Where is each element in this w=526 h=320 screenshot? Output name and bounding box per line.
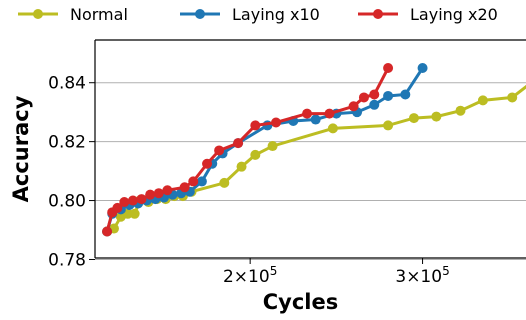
data-point (196, 176, 207, 187)
series-line (105, 67, 390, 232)
data-point (214, 145, 225, 156)
x-axis-title: Cycles (263, 290, 339, 314)
data-point (236, 161, 247, 172)
y-tick-label: 0.82 (48, 133, 86, 153)
data-point (233, 138, 244, 149)
data-point (455, 105, 466, 116)
data-point (127, 195, 138, 206)
data-point (162, 185, 173, 196)
legend: Normal Laying x10 Laying x20 (18, 5, 498, 24)
data-point (417, 62, 428, 73)
data-point (477, 95, 488, 106)
legend-item: Laying x10 (180, 5, 320, 24)
y-tick-label: 0.78 (48, 250, 86, 270)
data-point (250, 149, 261, 160)
data-point (383, 62, 394, 73)
data-point (179, 182, 190, 193)
data-point (431, 111, 442, 122)
legend-swatch-marker (373, 9, 383, 19)
legend-label: Normal (70, 5, 128, 24)
data-point (369, 99, 380, 110)
data-point (507, 92, 518, 103)
data-point (358, 92, 369, 103)
data-point (302, 108, 313, 119)
legend-item: Laying x20 (358, 5, 498, 24)
data-point (383, 120, 394, 131)
data-point (250, 120, 261, 131)
data-point (188, 176, 199, 187)
legend-swatch-marker (33, 9, 43, 19)
data-point (408, 113, 419, 124)
x-tick-label: 2×105 (223, 264, 277, 287)
data-point (271, 117, 282, 128)
y-axis-title: Accuracy (9, 95, 33, 202)
data-point (202, 158, 213, 169)
data-point (310, 114, 321, 125)
data-point (219, 177, 230, 188)
series-line (106, 84, 526, 233)
series-layer (102, 62, 526, 237)
legend-swatch-marker (195, 9, 205, 19)
legend-item: Normal (18, 5, 128, 24)
y-tick-label: 0.84 (48, 74, 86, 94)
data-point (102, 226, 113, 237)
legend-label: Laying x20 (410, 5, 498, 24)
data-point (153, 188, 164, 199)
data-point (383, 90, 394, 101)
series-normal (102, 84, 526, 237)
data-point (136, 194, 147, 205)
data-point (112, 202, 123, 213)
y-tick-label: 0.80 (48, 192, 86, 212)
x-tick-label: 3×105 (395, 264, 449, 287)
data-point (400, 89, 411, 100)
axes: 0.78 0.80 0.82 0.84 2×105 3×105 (48, 39, 526, 287)
data-point (327, 123, 338, 134)
data-point (129, 208, 140, 219)
data-point (145, 189, 156, 200)
data-point (369, 89, 380, 100)
series-laying-x20 (102, 62, 394, 237)
data-point (119, 197, 130, 208)
data-point (267, 141, 278, 152)
data-point (324, 108, 335, 119)
data-point (348, 101, 359, 112)
legend-label: Laying x10 (232, 5, 320, 24)
